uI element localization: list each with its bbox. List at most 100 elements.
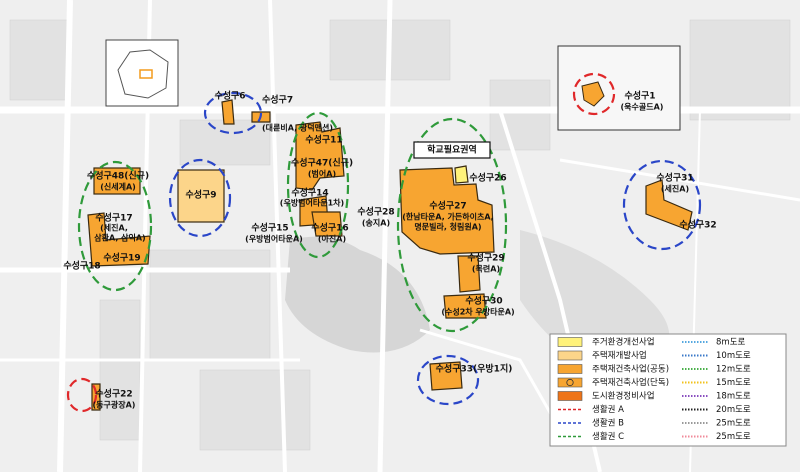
zone <box>443 293 487 319</box>
zone-label: 수성구17 <box>95 212 132 224</box>
zone-label: 수성구6 <box>214 90 245 102</box>
legend-label: 15m도로 <box>716 378 751 388</box>
zone <box>311 211 343 237</box>
legend-swatch <box>557 377 583 388</box>
legend-label: 주택재건축사업(공동) <box>592 364 669 375</box>
legend-label: 10m도로 <box>716 351 751 361</box>
zone-label: 수성구28 <box>357 206 394 218</box>
zone <box>645 179 693 231</box>
road <box>419 328 562 431</box>
zone <box>87 212 151 267</box>
block <box>9 19 71 101</box>
zone-label: 수성구31 <box>656 172 693 184</box>
legend-label: 25m도로 <box>716 432 751 442</box>
legend-label: 25m도로 <box>716 419 751 429</box>
zone <box>295 121 345 191</box>
legend-label: 12m도로 <box>716 365 751 375</box>
zone <box>581 81 605 107</box>
zone-label: 수성구22 <box>95 388 132 400</box>
legend-label: 8m도로 <box>716 338 746 348</box>
inset-panel <box>557 45 681 131</box>
inset-highlight <box>139 69 153 79</box>
zone-note: (세진A, <box>100 223 128 233</box>
legend-label: 주택재개발사업 <box>592 350 647 361</box>
block <box>199 369 311 451</box>
zone-note: (대륜비A, 광덕맨션) <box>262 123 333 133</box>
zone-label: 수성구19 <box>103 252 140 264</box>
legend-label: 주택재건축사업(단독) <box>592 377 669 388</box>
zone <box>399 167 495 255</box>
zone <box>93 167 141 195</box>
legend-label: 생활권 A <box>592 404 624 415</box>
ring-b <box>622 159 702 251</box>
legend-label: 도시환경정비사업 <box>592 391 655 402</box>
zone-label: 수성구27 <box>429 200 466 212</box>
ring-c <box>396 117 508 333</box>
zone-note: (우방범어타운A) <box>245 234 303 244</box>
legend-swatch <box>557 350 583 361</box>
zone-note: (아진A) <box>318 234 346 244</box>
zone-label: 수성구32 <box>679 219 716 231</box>
legend-label: 18m도로 <box>716 392 751 402</box>
zone-note: (수성2차 우방타운A) <box>441 307 514 317</box>
legend-swatch <box>557 337 583 347</box>
zone-note: (우방범어타운1차) <box>280 198 344 208</box>
block <box>99 299 141 441</box>
zone-label: 수성구48(신규) <box>87 170 149 182</box>
legend-swatch <box>557 364 583 374</box>
zone-label: 수성구47(신규) <box>291 157 353 169</box>
legend-label: 20m도로 <box>716 405 751 415</box>
block <box>489 79 551 151</box>
ring-a <box>572 72 616 116</box>
road <box>377 0 393 473</box>
zone-note: (한남타운A, 가든하이츠A, <box>402 212 493 222</box>
zone-label: 수성구11 <box>305 134 342 146</box>
zone-note: (세진A) <box>661 184 689 194</box>
zone-note: 명문빌라, 청림원A) <box>414 222 481 232</box>
legend-symbol <box>566 378 574 387</box>
zone-label: 수성구7 <box>262 94 293 106</box>
ring-c <box>77 160 153 292</box>
block <box>689 19 791 121</box>
zone-label: 수성구14 <box>291 187 328 199</box>
zone-note: (목련A) <box>472 264 500 274</box>
zone-label: 수성구15 <box>251 222 288 234</box>
legend-label: 생활권 C <box>592 431 624 442</box>
zone-note: (동구광장A) <box>93 400 136 410</box>
zone-note: (범어A) <box>308 169 336 179</box>
legend-swatch <box>557 391 583 401</box>
zone-label: 수성구9 <box>185 189 216 201</box>
zone <box>177 169 225 223</box>
zone <box>454 165 469 184</box>
zone-label: 수성구18 <box>63 260 100 272</box>
school-zone-label: 학교필요권역 <box>427 144 477 156</box>
ring-b <box>168 158 232 238</box>
zone-note: (신세계A) <box>100 182 136 192</box>
zone-label: 수성구33(우방1지) <box>436 363 513 375</box>
zone-note: (송지A) <box>362 218 390 228</box>
road <box>268 0 287 473</box>
zone-label: 수성구30 <box>465 295 502 307</box>
legend-label: 생활권 B <box>592 418 624 429</box>
zone <box>457 255 481 293</box>
ring-b <box>416 354 480 406</box>
block <box>179 119 271 166</box>
zone-label: 수성구16 <box>311 222 348 234</box>
ring-c <box>286 111 350 259</box>
zone-label: 수성구26 <box>469 172 506 184</box>
ring-a <box>66 377 98 413</box>
zone-label: 수성구1 <box>624 90 655 102</box>
block <box>149 249 271 361</box>
zone-label: 수성구29 <box>467 252 504 264</box>
hill <box>285 236 430 353</box>
road <box>57 0 73 473</box>
zone-note: 삼환A, 삼익A) <box>94 233 145 243</box>
school-zone-box <box>413 141 491 159</box>
ring-b <box>203 91 263 135</box>
legend-box <box>549 333 787 447</box>
zone <box>221 99 235 125</box>
road <box>559 158 800 202</box>
